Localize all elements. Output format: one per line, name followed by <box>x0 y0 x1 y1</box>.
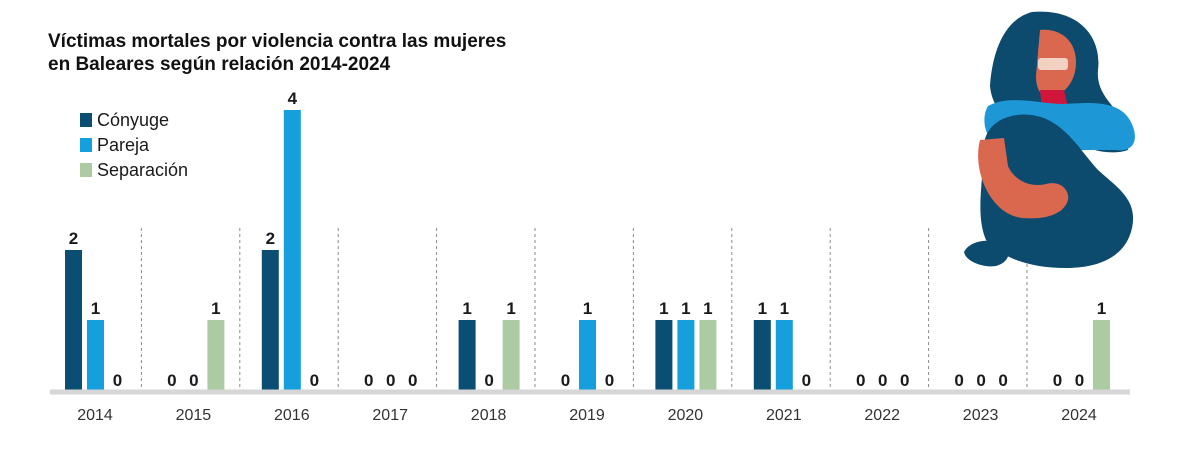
bar-2015-separación <box>207 320 225 390</box>
value-label-2022-separación: 0 <box>900 371 909 390</box>
value-label-2021-separación: 0 <box>802 371 811 390</box>
year-label-2016: 2016 <box>274 407 310 424</box>
bar-2018-separación <box>502 320 520 390</box>
bars-group <box>65 110 1110 390</box>
year-label-2021: 2021 <box>766 407 802 424</box>
legend-label-pareja: Pareja <box>97 135 150 155</box>
year-label-2018: 2018 <box>471 407 507 424</box>
bar-2021-pareja <box>775 320 793 390</box>
legend-swatch-pareja <box>80 138 92 152</box>
bar-2018-cónyuge <box>458 320 476 390</box>
value-label-2014-separación: 0 <box>113 371 122 390</box>
value-label-2016-pareja: 4 <box>288 89 298 108</box>
value-label-2014-pareja: 1 <box>91 299 100 318</box>
value-label-2022-pareja: 0 <box>878 371 887 390</box>
year-label-2020: 2020 <box>668 407 704 424</box>
value-label-2017-cónyuge: 0 <box>364 371 373 390</box>
chart-title: Víctimas mortales por violencia contra l… <box>48 30 506 76</box>
value-label-2023-separación: 0 <box>998 371 1007 390</box>
year-label-2024: 2024 <box>1061 407 1097 424</box>
legend-label-separación: Separación <box>97 160 188 180</box>
arms-shape <box>978 138 1069 219</box>
value-label-2023-pareja: 0 <box>976 371 985 390</box>
value-label-2024-pareja: 0 <box>1075 371 1084 390</box>
bar-2016-pareja <box>283 110 301 390</box>
value-label-2021-pareja: 1 <box>780 299 789 318</box>
seated-woman-illustration-icon <box>964 11 1135 268</box>
bar-2020-cónyuge <box>655 320 673 390</box>
value-label-2019-pareja: 1 <box>583 299 592 318</box>
value-label-2018-pareja: 0 <box>484 371 493 390</box>
bar-2021-cónyuge <box>753 320 771 390</box>
bar-2014-pareja <box>87 320 104 390</box>
bar-2019-pareja <box>579 320 596 390</box>
legend-swatch-cónyuge <box>80 113 92 127</box>
feet-shape <box>964 240 1009 267</box>
value-label-2020-separación: 1 <box>703 299 712 318</box>
legend-swatch-separación <box>80 163 92 177</box>
value-label-2024-separación: 1 <box>1097 299 1106 318</box>
value-label-2022-cónyuge: 0 <box>856 371 865 390</box>
value-label-2021-cónyuge: 1 <box>758 299 767 318</box>
value-label-2019-separación: 0 <box>605 371 614 390</box>
legend: Cónyuge Pareja Separación <box>80 110 188 180</box>
chart-title-line-2: en Baleares según relación 2014-2024 <box>48 54 391 75</box>
value-label-2017-separación: 0 <box>408 371 417 390</box>
value-label-2019-cónyuge: 0 <box>561 371 570 390</box>
year-labels-group: 2014 2015 2016 2017 2018 2019 2020 2021 2022 2023… <box>77 407 1097 424</box>
legend-label-cónyuge: Cónyuge <box>97 110 169 130</box>
value-label-2024-cónyuge: 0 <box>1053 371 1062 390</box>
year-label-2019: 2019 <box>569 407 605 424</box>
chart-title-line-1: Víctimas mortales por violencia contra l… <box>48 31 507 52</box>
value-label-2017-pareja: 0 <box>386 371 395 390</box>
bar-2020-separación <box>699 320 717 390</box>
year-label-2017: 2017 <box>372 407 408 424</box>
bar-2014-cónyuge <box>65 250 82 390</box>
gag-shape <box>1038 58 1068 70</box>
value-label-2020-pareja: 1 <box>681 299 690 318</box>
value-label-2015-pareja: 0 <box>189 371 198 390</box>
bar-2024-separación <box>1093 320 1110 390</box>
value-label-2023-cónyuge: 0 <box>954 371 963 390</box>
year-label-2022: 2022 <box>864 407 900 424</box>
year-label-2014: 2014 <box>77 407 113 424</box>
value-label-2014-cónyuge: 2 <box>69 229 78 248</box>
year-label-2023: 2023 <box>963 407 999 424</box>
value-label-2016-cónyuge: 2 <box>266 229 275 248</box>
bar-2016-cónyuge <box>261 250 279 390</box>
bar-2020-pareja <box>677 320 695 390</box>
year-label-2015: 2015 <box>176 407 212 424</box>
value-label-2016-separación: 0 <box>310 371 319 390</box>
value-label-2015-cónyuge: 0 <box>167 371 176 390</box>
value-label-2018-separación: 1 <box>506 299 515 318</box>
value-label-2015-separación: 1 <box>211 299 220 318</box>
value-label-2018-cónyuge: 1 <box>462 299 471 318</box>
value-label-2020-cónyuge: 1 <box>659 299 668 318</box>
